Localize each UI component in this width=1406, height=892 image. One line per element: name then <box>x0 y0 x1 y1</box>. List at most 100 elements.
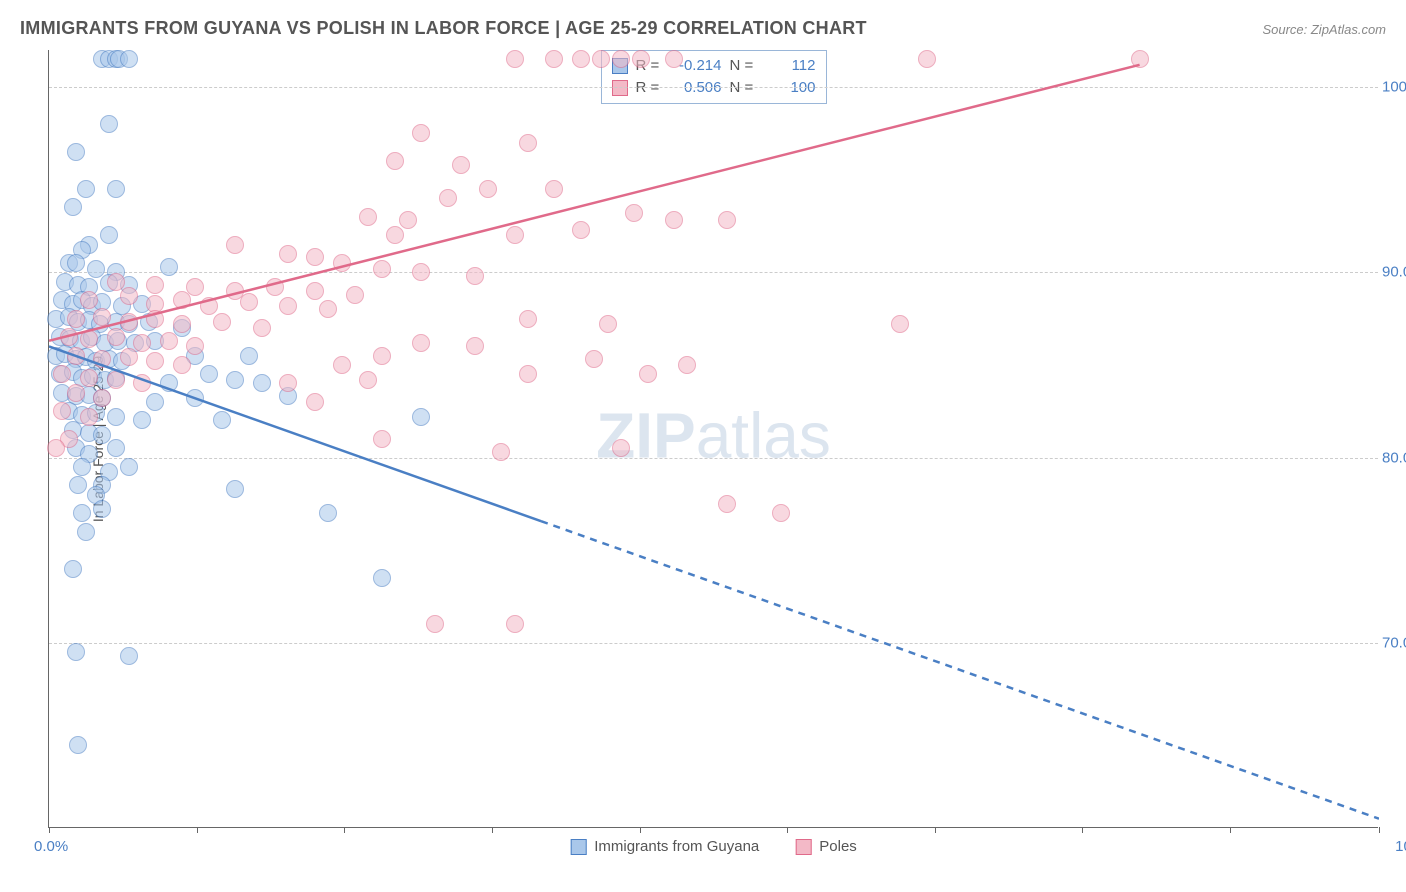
data-point <box>100 115 118 133</box>
data-point <box>67 384 85 402</box>
data-point <box>173 356 191 374</box>
x-tick <box>1082 827 1083 833</box>
data-point <box>160 258 178 276</box>
data-point <box>466 267 484 285</box>
data-point <box>67 347 85 365</box>
data-point <box>133 334 151 352</box>
source-label: Source: ZipAtlas.com <box>1262 22 1386 37</box>
legend-n-label: N = <box>730 55 758 77</box>
data-point <box>60 328 78 346</box>
data-point <box>120 313 138 331</box>
data-point <box>53 402 71 420</box>
data-point <box>373 430 391 448</box>
data-point <box>426 615 444 633</box>
data-point <box>306 393 324 411</box>
data-point <box>891 315 909 333</box>
legend-n-value-guyana: 112 <box>766 55 816 77</box>
x-tick <box>492 827 493 833</box>
gridline <box>49 643 1378 644</box>
data-point <box>665 211 683 229</box>
data-point <box>599 315 617 333</box>
data-point <box>107 408 125 426</box>
data-point <box>625 204 643 222</box>
data-point <box>107 328 125 346</box>
data-point <box>506 50 524 68</box>
data-point <box>572 50 590 68</box>
data-point <box>612 50 630 68</box>
data-point <box>519 134 537 152</box>
data-point <box>107 371 125 389</box>
data-point <box>592 50 610 68</box>
data-point <box>80 369 98 387</box>
legend-swatch-poles <box>795 839 811 855</box>
data-point <box>213 313 231 331</box>
data-point <box>519 310 537 328</box>
data-point <box>279 297 297 315</box>
gridline <box>49 272 1378 273</box>
data-point <box>632 50 650 68</box>
data-point <box>146 393 164 411</box>
data-point <box>120 50 138 68</box>
data-point <box>572 221 590 239</box>
gridline <box>49 87 1378 88</box>
data-point <box>67 143 85 161</box>
data-point <box>226 371 244 389</box>
series-legend: Immigrants from Guyana Poles <box>570 838 857 855</box>
data-point <box>253 319 271 337</box>
data-point <box>200 297 218 315</box>
data-point <box>718 495 736 513</box>
data-point <box>359 208 377 226</box>
data-point <box>80 408 98 426</box>
data-point <box>333 254 351 272</box>
data-point <box>279 374 297 392</box>
x-tick-label-max: 100.0% <box>1395 838 1406 855</box>
data-point <box>678 356 696 374</box>
x-tick-label-min: 0.0% <box>34 838 68 855</box>
data-point <box>279 245 297 263</box>
data-point <box>226 480 244 498</box>
data-point <box>160 332 178 350</box>
data-point <box>665 50 683 68</box>
data-point <box>213 411 231 429</box>
data-point <box>306 248 324 266</box>
data-point <box>107 273 125 291</box>
data-point <box>93 350 111 368</box>
chart-container: IMMIGRANTS FROM GUYANA VS POLISH IN LABO… <box>0 0 1406 892</box>
data-point <box>173 315 191 333</box>
data-point <box>333 356 351 374</box>
data-point <box>585 350 603 368</box>
data-point <box>492 443 510 461</box>
data-point <box>639 365 657 383</box>
data-point <box>133 411 151 429</box>
data-point <box>373 260 391 278</box>
data-point <box>545 50 563 68</box>
x-tick <box>344 827 345 833</box>
data-point <box>67 254 85 272</box>
data-point <box>146 352 164 370</box>
watermark-atlas: atlas <box>696 399 831 471</box>
data-point <box>506 226 524 244</box>
x-tick <box>1379 827 1380 833</box>
data-point <box>918 50 936 68</box>
data-point <box>452 156 470 174</box>
data-point <box>120 348 138 366</box>
data-point <box>319 504 337 522</box>
data-point <box>80 291 98 309</box>
data-point <box>93 308 111 326</box>
data-point <box>412 124 430 142</box>
data-point <box>87 260 105 278</box>
data-point <box>47 439 65 457</box>
data-point <box>718 211 736 229</box>
data-point <box>173 291 191 309</box>
data-point <box>412 408 430 426</box>
data-point <box>306 282 324 300</box>
chart-title: IMMIGRANTS FROM GUYANA VS POLISH IN LABO… <box>20 18 867 39</box>
data-point <box>266 278 284 296</box>
y-tick-label: 80.0% <box>1382 449 1406 466</box>
data-point <box>545 180 563 198</box>
data-point <box>240 347 258 365</box>
data-point <box>319 300 337 318</box>
data-point <box>93 500 111 518</box>
x-tick <box>197 827 198 833</box>
data-point <box>53 365 71 383</box>
